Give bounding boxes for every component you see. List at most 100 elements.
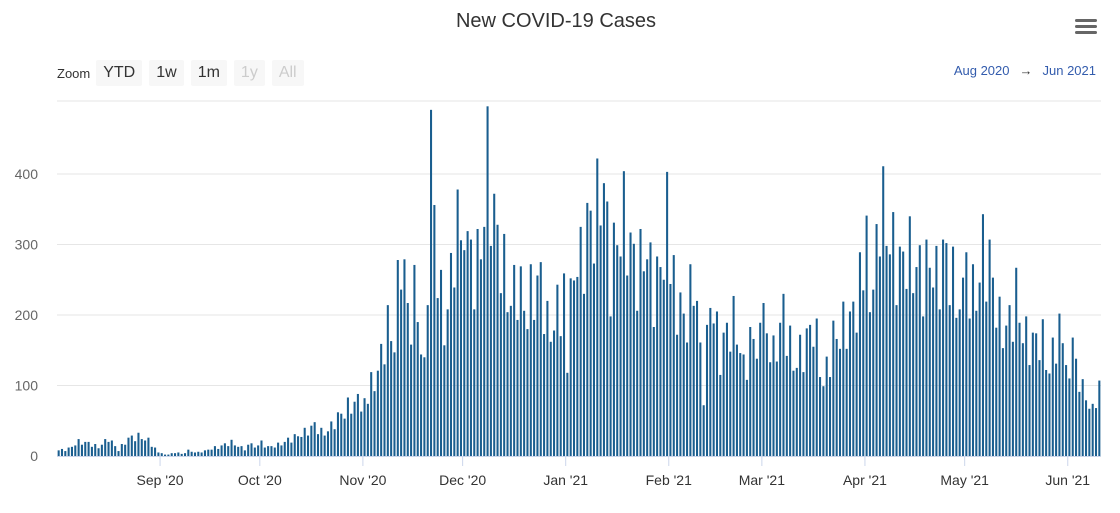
bar[interactable]: [905, 288, 908, 456]
bar[interactable]: [210, 449, 213, 456]
bar[interactable]: [120, 444, 123, 456]
bar[interactable]: [965, 252, 968, 456]
bar[interactable]: [513, 264, 516, 456]
bar[interactable]: [356, 393, 359, 456]
bar[interactable]: [97, 448, 100, 456]
bar[interactable]: [792, 370, 795, 456]
bar[interactable]: [546, 300, 549, 456]
bar[interactable]: [190, 451, 193, 456]
bar[interactable]: [403, 259, 406, 456]
bar[interactable]: [340, 413, 343, 456]
bar[interactable]: [456, 189, 459, 456]
bar[interactable]: [875, 224, 878, 456]
bar[interactable]: [925, 239, 928, 456]
bar[interactable]: [563, 273, 566, 456]
bar[interactable]: [559, 336, 562, 456]
zoom-all-button[interactable]: All: [271, 60, 304, 86]
bar[interactable]: [566, 372, 569, 456]
bar[interactable]: [712, 323, 715, 456]
bar[interactable]: [74, 445, 77, 456]
bar[interactable]: [160, 453, 163, 456]
bar[interactable]: [872, 289, 875, 456]
bar[interactable]: [250, 443, 253, 456]
bar[interactable]: [283, 441, 286, 456]
bar[interactable]: [157, 452, 160, 456]
bar[interactable]: [709, 307, 712, 456]
bar[interactable]: [400, 289, 403, 456]
bar[interactable]: [483, 226, 486, 457]
bar[interactable]: [343, 418, 346, 456]
bar[interactable]: [915, 267, 918, 456]
bar[interactable]: [1075, 358, 1078, 456]
bar[interactable]: [150, 446, 153, 456]
bar[interactable]: [858, 252, 861, 456]
bar[interactable]: [699, 342, 702, 457]
bar[interactable]: [971, 264, 975, 456]
bar[interactable]: [775, 361, 778, 456]
bar[interactable]: [988, 239, 991, 456]
bar[interactable]: [991, 277, 994, 456]
bar[interactable]: [772, 335, 775, 456]
bar[interactable]: [543, 334, 546, 456]
bar[interactable]: [835, 338, 838, 456]
bar[interactable]: [257, 445, 260, 456]
bar[interactable]: [144, 440, 147, 456]
bar[interactable]: [1021, 343, 1024, 456]
bar[interactable]: [1031, 332, 1034, 457]
bar[interactable]: [363, 398, 366, 456]
bar[interactable]: [815, 318, 818, 456]
bar[interactable]: [968, 318, 971, 456]
bar[interactable]: [918, 245, 921, 456]
bar[interactable]: [154, 447, 157, 456]
bar[interactable]: [842, 301, 845, 456]
bar[interactable]: [479, 259, 482, 456]
range-from[interactable]: Aug 2020: [953, 63, 1010, 78]
bar[interactable]: [799, 334, 802, 456]
bar[interactable]: [436, 298, 439, 456]
bar[interactable]: [297, 436, 300, 456]
bar[interactable]: [639, 228, 642, 456]
bar[interactable]: [795, 367, 798, 457]
bar[interactable]: [616, 245, 619, 456]
bar[interactable]: [183, 453, 187, 456]
bar[interactable]: [77, 439, 80, 456]
bar[interactable]: [549, 341, 552, 456]
bar[interactable]: [253, 447, 256, 456]
bar[interactable]: [942, 239, 945, 456]
bar[interactable]: [233, 445, 236, 456]
bar[interactable]: [177, 452, 180, 456]
bar[interactable]: [1071, 337, 1074, 456]
bar[interactable]: [789, 325, 792, 456]
bar[interactable]: [137, 432, 140, 456]
bar[interactable]: [1061, 343, 1064, 456]
bar[interactable]: [722, 332, 725, 457]
bar[interactable]: [898, 246, 901, 456]
bar[interactable]: [107, 441, 110, 456]
bar[interactable]: [752, 338, 755, 456]
bar[interactable]: [433, 205, 436, 456]
bar[interactable]: [715, 311, 719, 456]
bar[interactable]: [958, 309, 961, 456]
bar[interactable]: [67, 447, 70, 456]
bar[interactable]: [636, 310, 639, 456]
bar[interactable]: [280, 445, 283, 456]
bar[interactable]: [819, 377, 822, 456]
bar[interactable]: [1045, 369, 1048, 456]
bar[interactable]: [892, 212, 895, 456]
bar[interactable]: [293, 434, 296, 456]
bar[interactable]: [290, 442, 293, 456]
bar[interactable]: [1088, 408, 1091, 456]
bar[interactable]: [164, 454, 167, 456]
bar[interactable]: [755, 358, 758, 456]
bar[interactable]: [353, 401, 356, 456]
bar[interactable]: [453, 287, 456, 457]
bar[interactable]: [838, 348, 842, 456]
bar[interactable]: [1065, 365, 1068, 456]
bar[interactable]: [127, 437, 130, 456]
bar[interactable]: [809, 324, 812, 456]
bar[interactable]: [1085, 400, 1088, 456]
bar[interactable]: [499, 293, 502, 456]
bar[interactable]: [938, 309, 941, 456]
bar[interactable]: [100, 444, 103, 456]
bar[interactable]: [619, 256, 622, 456]
